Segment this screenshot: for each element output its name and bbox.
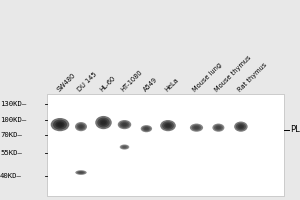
Ellipse shape <box>75 122 87 131</box>
Ellipse shape <box>79 172 83 173</box>
Text: SW480: SW480 <box>56 72 76 93</box>
Ellipse shape <box>217 126 220 129</box>
Ellipse shape <box>99 119 108 126</box>
Ellipse shape <box>142 126 151 131</box>
Ellipse shape <box>75 170 87 175</box>
Ellipse shape <box>162 121 174 130</box>
Ellipse shape <box>160 120 176 131</box>
Text: HeLa: HeLa <box>164 77 180 93</box>
Ellipse shape <box>141 125 152 132</box>
Ellipse shape <box>236 123 246 130</box>
Ellipse shape <box>95 116 112 129</box>
Ellipse shape <box>234 122 248 132</box>
Ellipse shape <box>239 125 243 128</box>
Ellipse shape <box>51 118 69 131</box>
Ellipse shape <box>166 124 170 127</box>
Text: Mouse lung: Mouse lung <box>192 62 224 93</box>
Text: HL-60: HL-60 <box>99 75 117 93</box>
Ellipse shape <box>122 146 127 148</box>
Ellipse shape <box>212 124 224 132</box>
Ellipse shape <box>118 120 131 129</box>
Ellipse shape <box>77 171 85 174</box>
Ellipse shape <box>78 171 84 174</box>
Bar <box>46 94 284 196</box>
Ellipse shape <box>78 124 84 129</box>
Ellipse shape <box>101 121 106 125</box>
Text: 55KD—: 55KD— <box>0 150 22 156</box>
Text: 130KD—: 130KD— <box>0 101 26 107</box>
Text: 100KD—: 100KD— <box>0 116 26 122</box>
Ellipse shape <box>53 120 67 130</box>
Ellipse shape <box>190 124 203 132</box>
Text: A549: A549 <box>142 77 158 93</box>
Text: PLAUR: PLAUR <box>290 125 300 134</box>
Ellipse shape <box>121 145 128 149</box>
Ellipse shape <box>144 127 149 130</box>
Ellipse shape <box>164 123 172 128</box>
Ellipse shape <box>194 126 199 129</box>
Ellipse shape <box>119 121 130 128</box>
Ellipse shape <box>122 123 127 126</box>
Ellipse shape <box>76 123 85 130</box>
Ellipse shape <box>120 144 129 150</box>
Ellipse shape <box>121 122 128 127</box>
Text: DU 145: DU 145 <box>77 71 98 93</box>
Ellipse shape <box>145 128 148 130</box>
Text: 40KD—: 40KD— <box>0 173 22 179</box>
Ellipse shape <box>79 125 83 128</box>
Ellipse shape <box>214 125 223 131</box>
Ellipse shape <box>215 126 221 130</box>
Ellipse shape <box>57 123 63 127</box>
Text: Mouse thymus: Mouse thymus <box>214 54 253 93</box>
Text: 70KD—: 70KD— <box>0 132 22 138</box>
Text: HT-1080: HT-1080 <box>120 69 144 93</box>
Ellipse shape <box>123 146 126 148</box>
Ellipse shape <box>238 124 244 129</box>
Ellipse shape <box>193 126 200 130</box>
Ellipse shape <box>191 125 202 131</box>
Ellipse shape <box>55 121 65 128</box>
Ellipse shape <box>97 118 110 128</box>
Text: Rat thymus: Rat thymus <box>237 62 268 93</box>
